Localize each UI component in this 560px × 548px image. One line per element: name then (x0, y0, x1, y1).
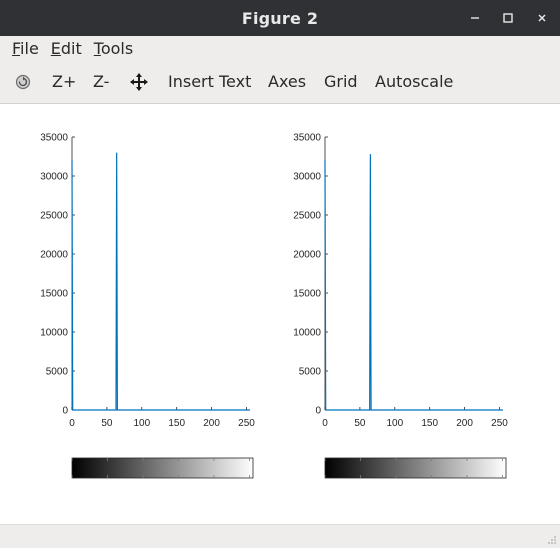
menu-bar: File Edit Tools (0, 36, 560, 60)
grid-button[interactable]: Grid (324, 72, 358, 91)
zoom-out-button[interactable]: Z- (93, 72, 110, 91)
title-bar: Figure 2 (0, 0, 560, 36)
minimize-icon[interactable] (458, 0, 492, 36)
chart-2-y-tick-label: 10000 (293, 328, 321, 339)
chart-1-series-line (71, 152, 250, 411)
chart-2-series-line (324, 154, 503, 411)
figure-canvas[interactable]: 0 5000 10000 15000 20000 25000 30000 35000 0 50 10… (0, 104, 560, 524)
rotate-icon[interactable] (12, 60, 34, 104)
chart-2-y-tick-label: 30000 (293, 172, 321, 183)
chart-2-y-tick-label: 15000 (293, 289, 321, 300)
maximize-icon[interactable] (491, 0, 525, 36)
chart-1-y-tick-label: 0 (62, 406, 68, 417)
chart-1-x-tick-label: 200 (203, 418, 220, 429)
chart-2-x-tick-label: 100 (386, 418, 403, 429)
menu-tools[interactable]: Tools (93, 38, 134, 58)
chart-2-y-tick-label: 20000 (293, 250, 321, 261)
chart-2-x-tick-label: 250 (491, 418, 508, 429)
status-bar (0, 524, 560, 548)
chart-1-x-tick-label: 250 (238, 418, 255, 429)
chart-1-x-tick-label: 100 (133, 418, 150, 429)
pan-icon[interactable] (128, 60, 150, 104)
chart-1-y-tick-label: 20000 (40, 250, 68, 261)
chart-1-y-tick-label: 5000 (46, 367, 69, 378)
chart-2-y-tick-label: 25000 (293, 211, 321, 222)
chart-1-y-tick-label: 35000 (40, 133, 68, 144)
chart-2-y-tick-label: 5000 (299, 367, 322, 378)
toolbar: Z+ Z- Insert Text Axes Grid Autoscale (0, 60, 560, 104)
chart-1-y-tick-label: 15000 (40, 289, 68, 300)
chart-2-x-tick-label: 50 (354, 418, 366, 429)
chart-1-y-tick-label: 30000 (40, 172, 68, 183)
chart-1-x-tick-label: 0 (69, 418, 75, 429)
chart-2-x-tick-label: 150 (421, 418, 438, 429)
chart-1-colorbar (71, 457, 254, 479)
resize-grip-icon[interactable] (547, 535, 557, 545)
zoom-in-button[interactable]: Z+ (52, 72, 77, 91)
close-icon[interactable] (525, 0, 559, 36)
chart-1-x-tick-label: 50 (101, 418, 113, 429)
menu-file[interactable]: File (12, 38, 39, 58)
menu-edit[interactable]: Edit (50, 38, 82, 58)
window-title: Figure 2 (241, 8, 319, 28)
insert-text-button[interactable]: Insert Text (168, 72, 252, 91)
chart-2-y-tick-label: 35000 (293, 133, 321, 144)
axes-button[interactable]: Axes (268, 72, 307, 91)
chart-2-x-tick-label: 200 (456, 418, 473, 429)
chart-1-y-tick-label: 10000 (40, 328, 68, 339)
autoscale-button[interactable]: Autoscale (375, 72, 454, 91)
chart-2-colorbar (324, 457, 507, 479)
chart-1-x-tick-label: 150 (168, 418, 185, 429)
chart-2-y-tick-label: 0 (315, 406, 321, 417)
chart-1-y-tick-label: 25000 (40, 211, 68, 222)
chart-2-x-tick-label: 0 (322, 418, 328, 429)
